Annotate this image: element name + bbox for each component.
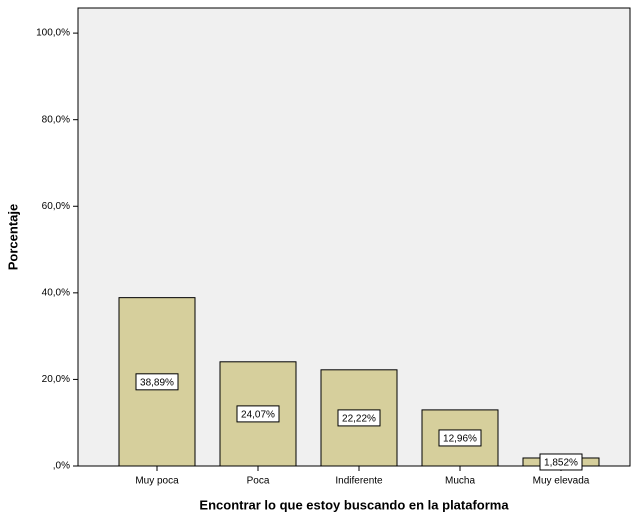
x-axis-title: Encontrar lo que estoy buscando en la pl… [199, 497, 509, 512]
x-tick-label: Mucha [445, 476, 475, 487]
y-tick-label: 40,0% [42, 287, 70, 298]
y-tick-label: 20,0% [42, 374, 70, 385]
data-label: 22,22% [342, 414, 376, 425]
y-tick-label: 80,0% [42, 114, 70, 125]
data-label-box [337, 409, 381, 427]
data-label-box [135, 373, 179, 391]
x-tick-label: Muy poca [135, 476, 179, 487]
y-axis-title: Porcentaje [5, 204, 20, 270]
data-label: 38,89% [140, 377, 174, 388]
data-label: 12,96% [443, 434, 477, 445]
y-tick-label: ,0% [53, 461, 70, 472]
x-tick-label: Poca [247, 476, 270, 487]
data-label-box [236, 405, 280, 423]
x-tick-label: Muy elevada [533, 476, 590, 487]
y-tick-label: 100,0% [36, 28, 70, 39]
data-label-box [438, 429, 482, 447]
data-label: 24,07% [241, 410, 275, 421]
x-tick-label: Indiferente [335, 476, 383, 487]
data-label: 1,852% [544, 458, 578, 469]
data-label-box [539, 453, 583, 471]
y-tick-label: 60,0% [42, 201, 70, 212]
